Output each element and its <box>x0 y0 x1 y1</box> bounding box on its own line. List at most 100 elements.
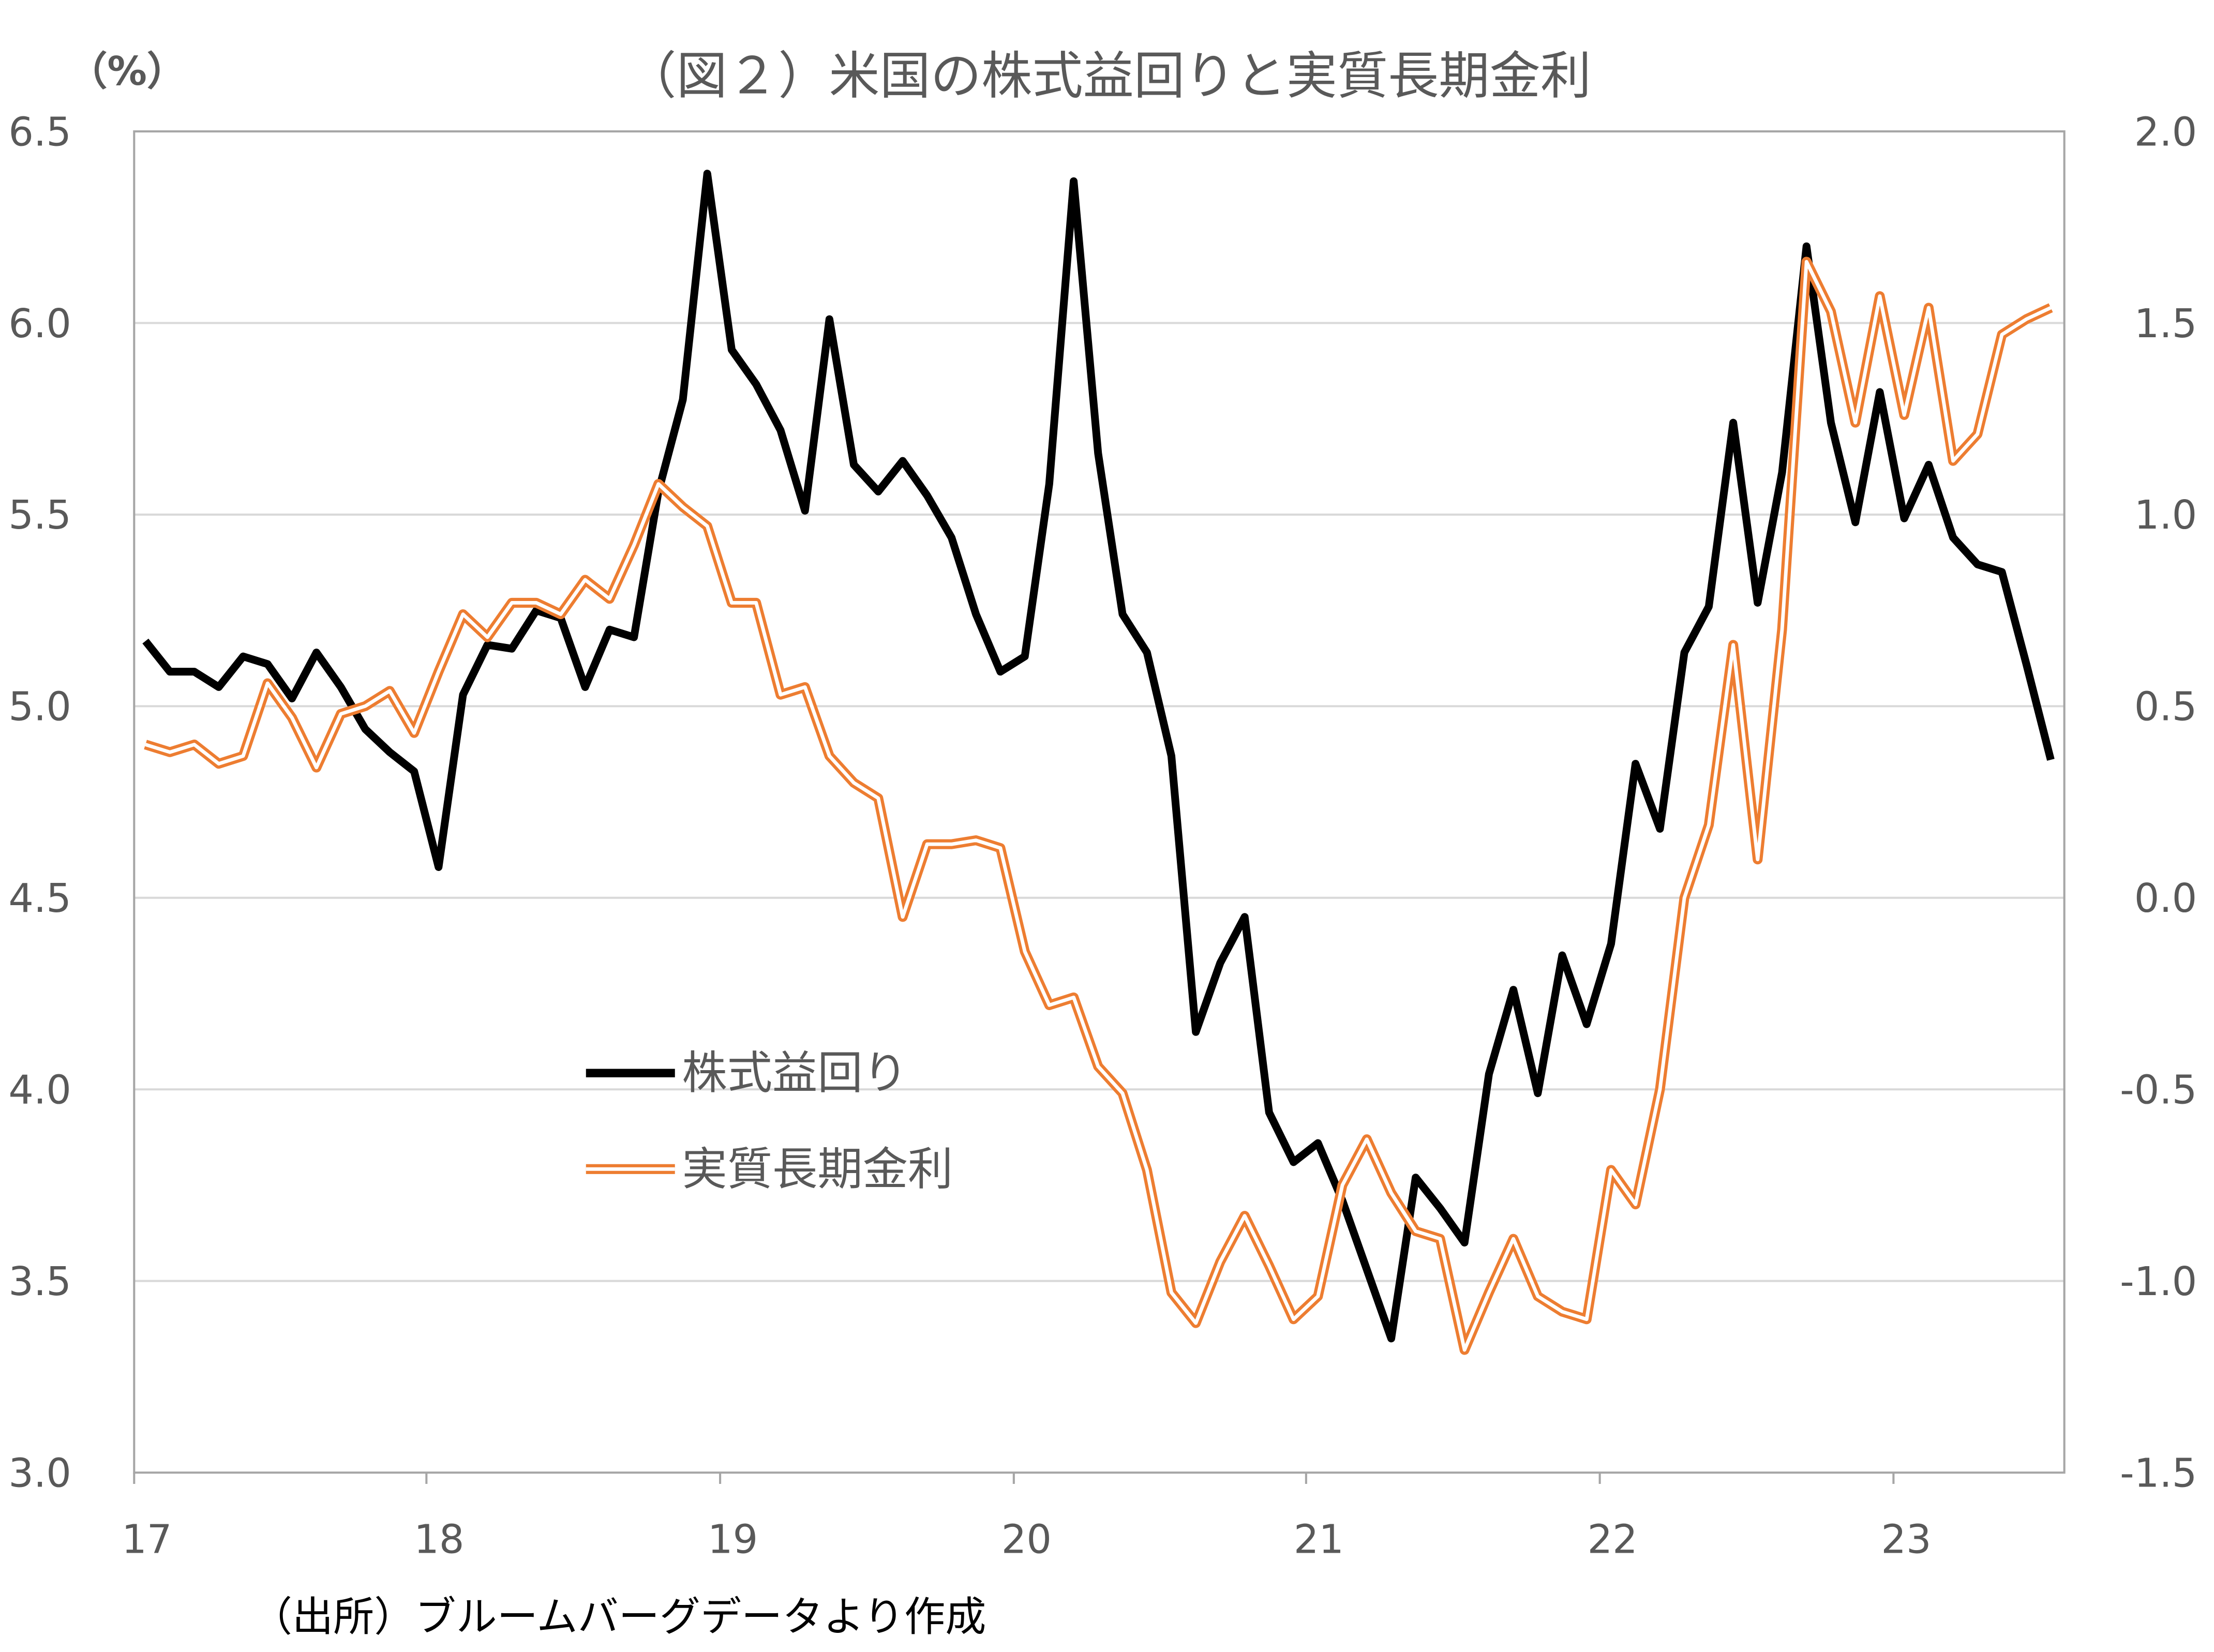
plot-border <box>133 130 2066 1474</box>
data-point <box>436 669 441 674</box>
data-point <box>191 742 197 747</box>
data-point <box>802 684 808 690</box>
data-point <box>1364 1267 1370 1272</box>
left-tick-label: 3.0 <box>8 1450 71 1496</box>
right-tick-label: 1.0 <box>2134 492 2197 538</box>
data-point <box>1315 1140 1321 1146</box>
left-tick-label: 5.5 <box>8 492 71 538</box>
data-point <box>753 382 759 387</box>
left-tick-label: 4.5 <box>8 876 71 922</box>
data-point <box>313 764 319 770</box>
data-point <box>655 481 661 487</box>
data-point <box>827 753 832 759</box>
data-point <box>1779 470 1785 475</box>
data-point <box>1266 1263 1272 1269</box>
x-tick-label: 17 <box>122 1517 172 1563</box>
data-point <box>1486 1071 1492 1077</box>
data-point <box>705 523 710 529</box>
right-tick-label: 2.0 <box>2134 109 2197 155</box>
data-point <box>485 642 490 648</box>
data-point <box>1437 1236 1443 1242</box>
data-point <box>289 715 295 720</box>
data-point <box>1193 1320 1199 1326</box>
data-point <box>363 726 368 732</box>
data-point <box>1169 1289 1174 1295</box>
data-point <box>1852 420 1858 426</box>
chart-title: （図２）米国の株式益回りと実質長期金利 <box>625 47 1591 106</box>
data-point <box>558 611 563 617</box>
data-point <box>1486 1289 1492 1295</box>
data-point <box>1657 826 1663 832</box>
data-point <box>1388 1335 1394 1341</box>
data-point <box>241 753 246 759</box>
data-point <box>705 171 710 176</box>
data-point <box>851 780 857 786</box>
data-point <box>1926 462 1932 468</box>
data-point <box>582 577 588 582</box>
data-point <box>1144 650 1150 655</box>
data-point <box>1120 611 1126 617</box>
data-point <box>582 684 588 690</box>
data-point <box>313 650 319 655</box>
data-point <box>1022 949 1028 954</box>
data-point <box>1193 1029 1199 1035</box>
data-point <box>509 646 515 652</box>
data-point <box>1828 309 1834 314</box>
data-point <box>924 842 930 847</box>
data-point <box>1926 305 1932 310</box>
data-point <box>1804 259 1809 264</box>
right-tick-label: -0.5 <box>2120 1068 2197 1114</box>
data-point <box>1144 1167 1150 1173</box>
data-point <box>1902 412 1907 418</box>
data-point <box>949 535 954 540</box>
data-point <box>1560 1309 1565 1315</box>
data-point <box>1877 389 1882 395</box>
data-point <box>1633 761 1638 767</box>
data-point <box>1974 562 1980 567</box>
right-tick-label: 1.5 <box>2134 301 2197 347</box>
data-point <box>1510 1236 1516 1242</box>
data-point <box>753 600 759 606</box>
data-point <box>167 749 173 755</box>
data-point <box>1828 420 1834 426</box>
data-point <box>1852 519 1858 525</box>
data-point <box>460 611 466 617</box>
data-point <box>1095 1063 1101 1069</box>
data-point <box>411 769 417 774</box>
data-point <box>1266 1109 1272 1115</box>
left-tick-label: 6.5 <box>8 109 71 155</box>
data-point <box>1974 431 1980 437</box>
data-point <box>777 692 783 698</box>
data-point <box>631 543 637 548</box>
data-point <box>997 669 1003 674</box>
data-point <box>2048 757 2054 763</box>
data-point <box>1388 1190 1394 1196</box>
left-tick-label: 5.0 <box>8 684 71 730</box>
source-note: （出所）ブルームバーグデータより作成 <box>251 1593 986 1641</box>
data-point <box>729 600 735 606</box>
data-point <box>1535 1090 1540 1096</box>
right-axis: -1.5 -1.0 -0.5 0.0 0.5 1.0 1.5 2.0 <box>2120 109 2197 1496</box>
data-point <box>1169 753 1174 759</box>
left-tick-label: 4.0 <box>8 1068 71 1114</box>
data-point <box>387 688 393 694</box>
data-point <box>2048 305 2054 310</box>
data-point <box>802 508 808 514</box>
data-point <box>143 742 148 747</box>
data-point <box>1071 178 1076 184</box>
data-point <box>1437 1205 1443 1211</box>
data-point <box>607 627 612 633</box>
data-point <box>729 347 735 353</box>
right-tick-label: -1.0 <box>2120 1259 2197 1305</box>
data-point <box>1682 895 1687 900</box>
data-point <box>216 761 221 767</box>
data-point <box>363 703 368 709</box>
legend-label-real-rate: 実質長期金利 <box>682 1143 953 1195</box>
series-line <box>142 170 2055 1343</box>
data-point <box>1584 1316 1590 1322</box>
data-point <box>875 795 881 801</box>
left-unit-label: （%） <box>68 49 186 95</box>
x-tick-label: 21 <box>1294 1517 1344 1563</box>
data-point <box>1730 642 1736 648</box>
